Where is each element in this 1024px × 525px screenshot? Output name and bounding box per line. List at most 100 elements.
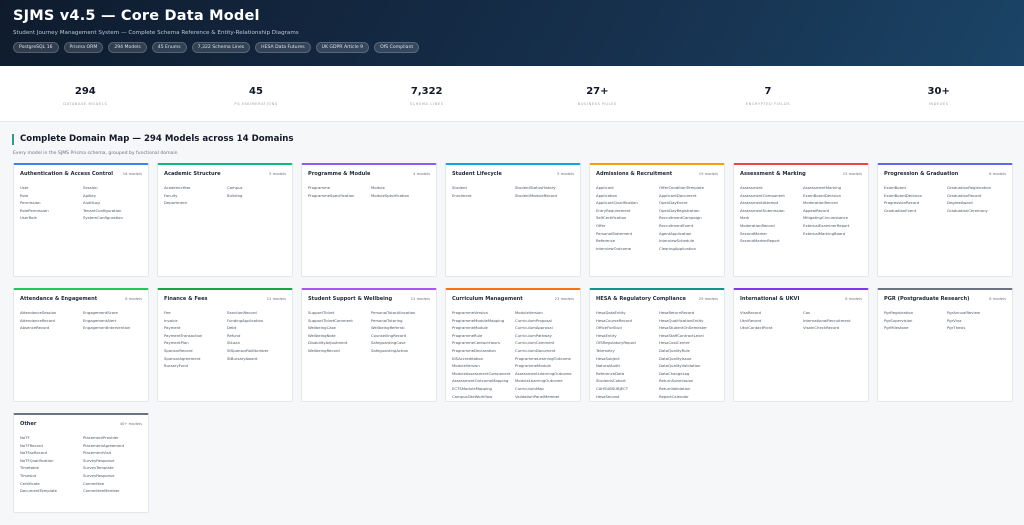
model-name[interactable]: WellbeingRecord: [308, 347, 340, 353]
model-name[interactable]: WellbeingCase: [308, 325, 336, 331]
model-name[interactable]: HesaReturnRecord: [659, 310, 695, 315]
model-name[interactable]: StBursaryAward: [227, 355, 258, 361]
model-name[interactable]: ProgrammeVersion: [452, 310, 489, 315]
model-name[interactable]: SupportTicket: [308, 310, 335, 315]
model-name[interactable]: DisabilityAdjustment: [308, 340, 348, 346]
model-name[interactable]: AbsenceRecord: [20, 325, 50, 331]
domain-card[interactable]: HESA & Regulatory Compliance 29 models Hes…: [589, 288, 725, 402]
model-name[interactable]: DataQualityValidation: [659, 363, 701, 369]
model-name[interactable]: Applicant: [596, 185, 614, 190]
model-name[interactable]: NoTFQualification: [20, 457, 54, 463]
model-name[interactable]: StudentStatusHistory: [515, 185, 556, 190]
model-name[interactable]: DocumentTemplate: [20, 488, 57, 494]
model-name[interactable]: Invoice: [164, 317, 178, 323]
domain-card[interactable]: International & UKVI 6 models VisaRecord Ca…: [733, 288, 869, 402]
model-name[interactable]: HesaSecond: [596, 393, 620, 399]
model-name[interactable]: InterviewSchedule: [659, 238, 695, 244]
model-name[interactable]: AuditLog: [83, 200, 100, 206]
model-name[interactable]: StSponsorRollNumber: [227, 347, 269, 353]
model-name[interactable]: OfficeForStud: [596, 325, 622, 331]
model-name[interactable]: Role: [20, 192, 29, 198]
model-name[interactable]: AttendanceRecord: [20, 317, 55, 323]
model-name[interactable]: EngagementIntervention: [83, 325, 131, 331]
model-name[interactable]: Refund: [227, 332, 241, 338]
model-name[interactable]: ApplicantQualification: [596, 200, 638, 206]
model-name[interactable]: Telemetry: [596, 347, 615, 353]
model-name[interactable]: ModerationRecord: [740, 222, 775, 228]
model-name[interactable]: PlacementProvider: [83, 435, 119, 440]
domain-card[interactable]: Academic Structure 5 models AcademicYear Ca…: [157, 163, 293, 277]
model-name[interactable]: Faculty: [164, 192, 178, 198]
domain-card[interactable]: Programme & Module 4 models Programme Modul…: [301, 163, 437, 277]
model-name[interactable]: ApplicantDocument: [659, 192, 697, 198]
model-name[interactable]: ExamBoardDecision: [803, 192, 841, 198]
model-name[interactable]: NaturalAudit: [596, 363, 620, 369]
model-name[interactable]: HesaSubject: [596, 355, 620, 361]
model-name[interactable]: MitigatingCircumstance: [803, 215, 848, 221]
model-name[interactable]: ExternalExaminerReport: [803, 222, 850, 228]
model-name[interactable]: Payment: [164, 325, 181, 331]
model-name[interactable]: SurveyResponse: [83, 457, 115, 463]
model-name[interactable]: Programme: [308, 185, 331, 190]
model-name[interactable]: CurriculumProposal: [515, 317, 552, 323]
model-name[interactable]: SystemConfiguration: [83, 215, 123, 221]
model-name[interactable]: PgrSupervision: [884, 317, 913, 323]
model-name[interactable]: SecondMarker: [740, 230, 768, 236]
model-name[interactable]: PgrRegistration: [884, 310, 914, 315]
model-name[interactable]: HesaStaffContractLevel: [659, 332, 704, 338]
model-name[interactable]: ProgrammeContactHours: [452, 340, 500, 346]
domain-card[interactable]: Student Support & Wellbeing 12 models Supp…: [301, 288, 437, 402]
model-name[interactable]: Building: [227, 192, 243, 198]
model-name[interactable]: NoTF: [20, 435, 30, 440]
model-name[interactable]: ExamBoardDecision: [884, 192, 922, 198]
model-name[interactable]: RecruitmentEvent: [659, 222, 694, 228]
model-name[interactable]: SanctionRecord: [227, 310, 257, 315]
model-name[interactable]: CurriculumDocument: [515, 347, 556, 353]
model-name[interactable]: InternationalRecruitment: [803, 317, 851, 323]
model-name[interactable]: StLoan: [227, 340, 241, 346]
model-name[interactable]: ProgrammeLearningOutcome: [515, 355, 571, 361]
model-name[interactable]: PgrThesis: [947, 325, 966, 331]
model-name[interactable]: EntryRequirement: [596, 207, 631, 213]
model-name[interactable]: Fee: [164, 310, 171, 315]
model-name[interactable]: PlacementAgreement: [83, 442, 125, 448]
model-name[interactable]: ModuleVersion: [452, 363, 480, 369]
model-name[interactable]: Student: [452, 185, 467, 190]
model-name[interactable]: ProgrammeModule: [452, 325, 488, 331]
model-name[interactable]: PersonalTutoring: [371, 317, 403, 323]
model-name[interactable]: ProgrammeDeclaration: [452, 347, 496, 353]
domain-card[interactable]: PGR (Postgraduate Research) 6 models PgrRe…: [877, 288, 1013, 402]
model-name[interactable]: NoTFaxRecord: [20, 450, 48, 456]
model-name[interactable]: User: [20, 185, 29, 190]
model-name[interactable]: FundingApplication: [227, 317, 264, 323]
model-name[interactable]: Assessment: [740, 185, 763, 190]
model-name[interactable]: DataChangeLog: [659, 370, 690, 376]
model-name[interactable]: AssessmentSubmission: [740, 207, 785, 213]
model-name[interactable]: OpenDayRegistration: [659, 207, 700, 213]
model-name[interactable]: Department: [164, 200, 187, 206]
model-name[interactable]: Application: [596, 192, 618, 198]
model-name[interactable]: PaymentTransaction: [164, 332, 203, 338]
model-name[interactable]: GraduationEvent: [884, 207, 917, 213]
model-name[interactable]: AssessmentLearningOutcome: [515, 370, 572, 376]
model-name[interactable]: StudentModuleRecord: [515, 192, 557, 198]
model-name[interactable]: GraduationRegistration: [947, 185, 992, 190]
model-name[interactable]: Enrolment: [452, 192, 472, 198]
model-name[interactable]: ReturnValidation: [659, 385, 691, 391]
model-name[interactable]: ReferenceData: [596, 370, 625, 376]
model-name[interactable]: SafeguardingAction: [371, 347, 409, 353]
model-name[interactable]: HesaQualificationEntity: [659, 317, 704, 323]
domain-card[interactable]: Progression & Graduation 6 models ExamBoar…: [877, 163, 1013, 277]
model-name[interactable]: SafeguardingCase: [371, 340, 406, 346]
model-name[interactable]: HesaStudentOnSemester: [659, 325, 707, 331]
model-name[interactable]: ProgrammeSpecification: [308, 192, 355, 198]
model-name[interactable]: VisaInCheckRecord: [803, 325, 840, 331]
model-name[interactable]: ReportCalendar: [659, 393, 689, 399]
model-name[interactable]: AssessmentAttempt: [740, 200, 779, 206]
model-name[interactable]: StudentsCohort: [596, 378, 626, 384]
model-name[interactable]: SelfCertification: [596, 215, 627, 221]
model-name[interactable]: WellbeingReferral: [371, 325, 405, 331]
domain-card[interactable]: Attendance & Engagement 6 models Attendanc…: [13, 288, 149, 402]
model-name[interactable]: CurriculumPathway: [515, 332, 552, 338]
model-name[interactable]: AssessmentMarking: [803, 185, 842, 190]
